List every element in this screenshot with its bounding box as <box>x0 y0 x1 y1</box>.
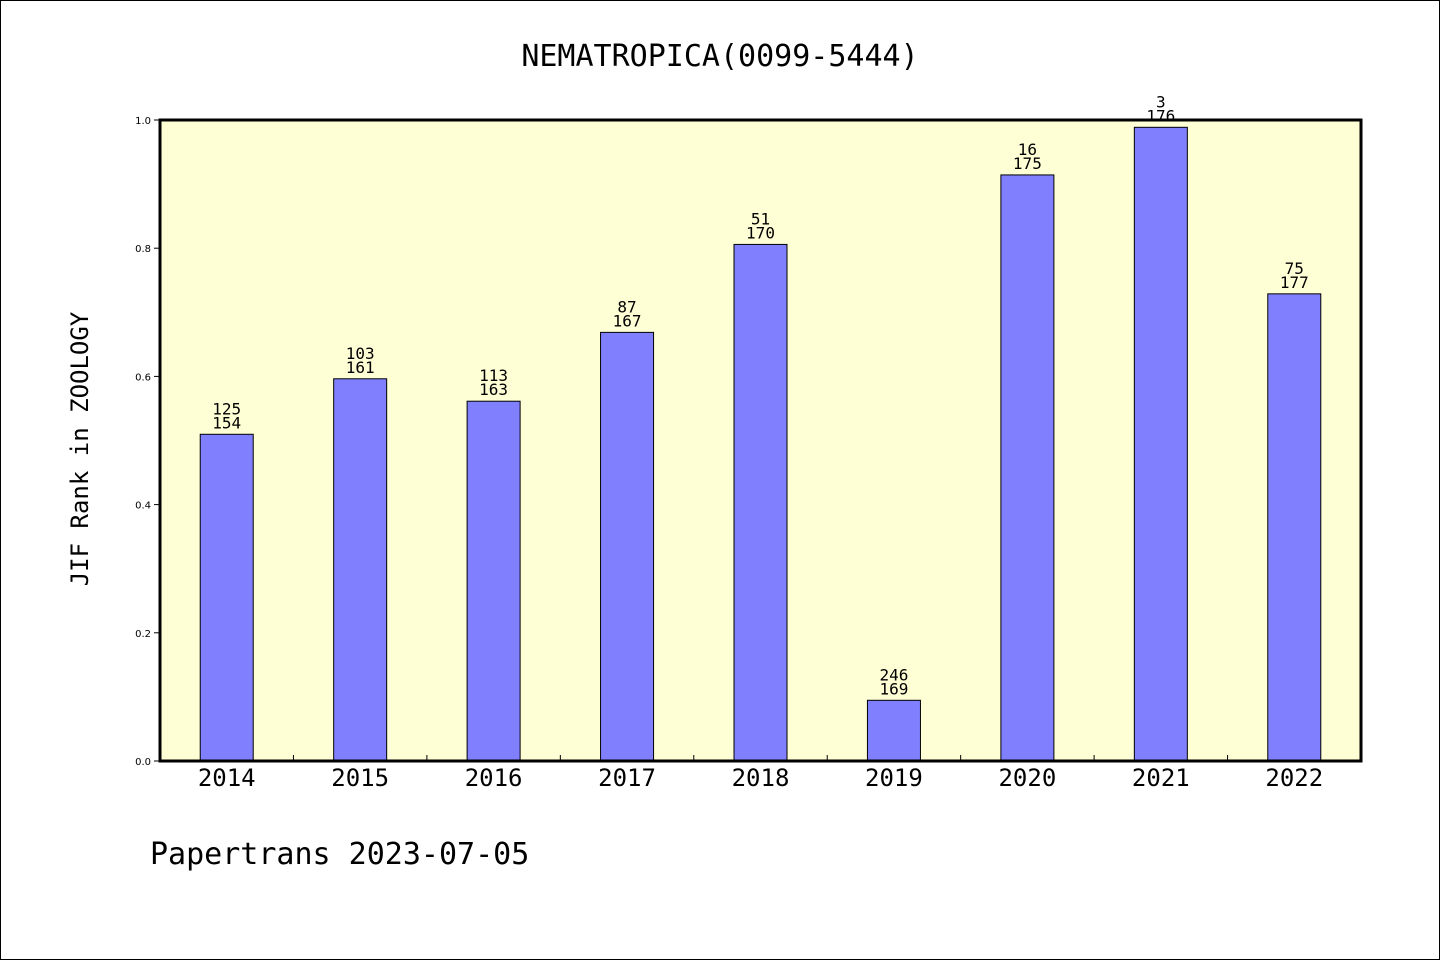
footer-credit: Papertrans 2023-07-05 <box>150 837 529 872</box>
y-tick-label: 1.0 <box>135 116 151 127</box>
bars <box>199 126 1322 762</box>
x-tick-label: 2022 <box>1265 764 1323 792</box>
bar-rank-label: 3 <box>1156 92 1166 111</box>
bar-rank-label: 113 <box>479 366 508 385</box>
bar-2019 <box>866 699 921 762</box>
y-tick-label: 0.2 <box>135 629 151 640</box>
bar-2020 <box>1000 174 1055 762</box>
bar-rank-label: 87 <box>617 297 636 316</box>
bar-2022 <box>1267 293 1322 762</box>
y-axis-label: JIF Rank in ZOOLOGY <box>66 311 94 586</box>
plot-border <box>158 118 1363 763</box>
y-tick-label: 0.4 <box>135 501 151 512</box>
bar-2017 <box>600 331 655 762</box>
bar-total-label: 154 <box>212 413 241 432</box>
x-tick-labels: 2014 2015 2016 2017 2018 2019 2020 2021 2022 <box>198 764 1323 792</box>
bar-total-label: 161 <box>346 358 375 377</box>
y-tick-label: 0.8 <box>135 244 151 255</box>
bar-2016 <box>466 400 521 762</box>
bar-total-label: 175 <box>1013 154 1042 173</box>
bar-rank-label: 51 <box>751 209 770 228</box>
bar-2018 <box>733 243 788 762</box>
bar-2015 <box>333 378 388 762</box>
x-tick-label: 2016 <box>465 764 523 792</box>
bar-rank-label: 16 <box>1018 140 1037 159</box>
bar-2021 <box>1133 126 1188 762</box>
bar-rank-label: 125 <box>212 399 241 418</box>
x-tick-label: 2019 <box>865 764 923 792</box>
x-tick-label: 2015 <box>331 764 389 792</box>
bar-total-label: 176 <box>1146 106 1175 125</box>
bar-2014 <box>199 433 254 762</box>
bar-total-label: 167 <box>613 311 642 330</box>
y-tick-label: 0.6 <box>135 372 151 383</box>
x-tick-label: 2014 <box>198 764 256 792</box>
bar-rank-label: 103 <box>346 344 375 363</box>
bar-total-label: 169 <box>879 679 908 698</box>
y-tick-labels: 0.0 0.2 0.4 0.6 0.8 1.0 <box>135 116 151 768</box>
chart-title: NEMATROPICA(0099-5444) <box>521 39 918 74</box>
bar-total-label: 177 <box>1280 273 1309 292</box>
bar-rank-label: 246 <box>879 665 908 684</box>
x-tick-label: 2017 <box>598 764 656 792</box>
bar-total-label: 170 <box>746 223 775 242</box>
x-tick-label: 2021 <box>1132 764 1190 792</box>
y-tick-label: 0.0 <box>135 757 151 768</box>
bar-rank-label: 75 <box>1285 259 1304 278</box>
x-tick-label: 2018 <box>732 764 790 792</box>
x-tick-label: 2020 <box>998 764 1056 792</box>
bar-total-label: 163 <box>479 380 508 399</box>
